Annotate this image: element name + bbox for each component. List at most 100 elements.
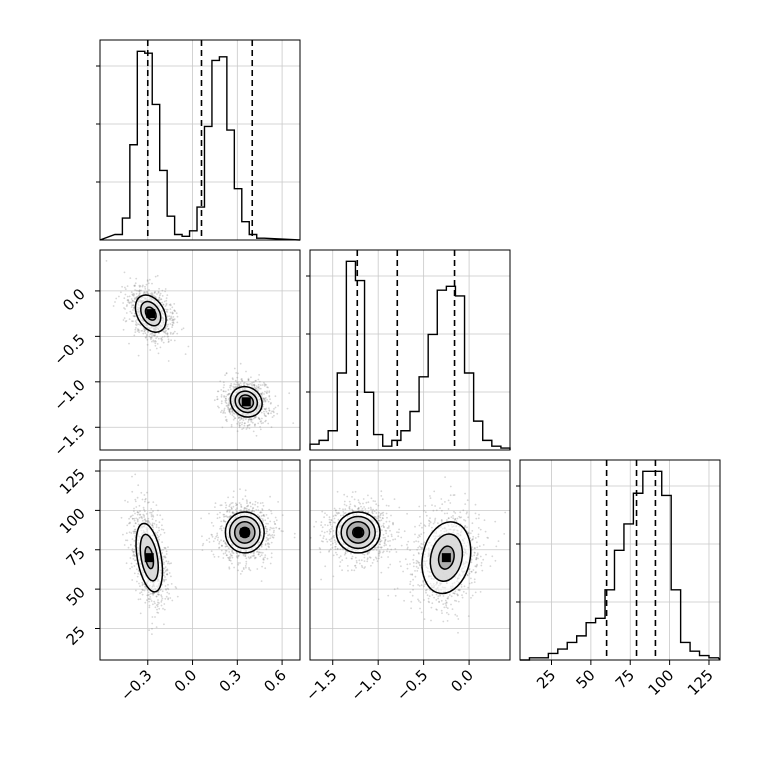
scatter-point bbox=[376, 517, 378, 520]
scatter-point bbox=[239, 416, 242, 419]
scatter-point bbox=[134, 512, 136, 515]
scatter-point bbox=[315, 520, 317, 523]
scatter-point bbox=[400, 544, 403, 547]
scatter-point bbox=[133, 507, 135, 510]
scatter-point bbox=[277, 501, 279, 503]
scatter-point bbox=[256, 389, 259, 391]
scatter-point bbox=[228, 409, 231, 412]
scatter-point bbox=[158, 299, 161, 301]
scatter-point bbox=[475, 565, 478, 568]
scatter-point bbox=[127, 522, 130, 525]
scatter-point bbox=[328, 550, 330, 553]
scatter-point bbox=[237, 372, 239, 375]
scatter-point bbox=[326, 530, 329, 533]
scatter-point bbox=[222, 552, 225, 555]
scatter-point bbox=[150, 293, 153, 296]
scatter-point bbox=[146, 520, 149, 523]
scatter-point bbox=[232, 385, 235, 388]
scatter-point bbox=[165, 550, 168, 553]
scatter-point bbox=[476, 546, 479, 549]
scatter-point bbox=[139, 292, 141, 295]
scatter-point bbox=[359, 502, 361, 505]
scatter-point bbox=[115, 297, 118, 300]
scatter-point bbox=[334, 521, 336, 524]
scatter-point bbox=[138, 504, 141, 507]
scatter-point bbox=[220, 402, 223, 405]
scatter-point bbox=[231, 410, 234, 413]
scatter-point bbox=[385, 504, 388, 507]
scatter-point bbox=[246, 383, 249, 386]
scatter-point bbox=[170, 315, 173, 318]
scatter-point bbox=[148, 289, 150, 291]
scatter-point bbox=[465, 512, 468, 515]
scatter-point bbox=[126, 524, 129, 527]
scatter-point bbox=[268, 528, 271, 531]
scatter-point bbox=[258, 515, 261, 518]
scatter-point bbox=[168, 592, 171, 595]
scatter-point bbox=[161, 301, 164, 304]
scatter-point bbox=[394, 538, 397, 541]
scatter-point bbox=[223, 520, 226, 523]
scatter-point bbox=[268, 533, 271, 536]
scatter-point bbox=[153, 295, 156, 297]
scatter-point bbox=[151, 522, 154, 525]
scatter-point bbox=[406, 563, 409, 566]
scatter-point bbox=[226, 510, 229, 512]
scatter-point bbox=[166, 573, 169, 576]
scatter-point bbox=[135, 589, 137, 592]
scatter-point bbox=[146, 594, 149, 597]
scatter-point bbox=[122, 533, 124, 536]
scatter-point bbox=[224, 501, 227, 504]
scatter-point bbox=[249, 502, 252, 504]
scatter-point bbox=[131, 579, 134, 581]
scatter-point bbox=[227, 393, 230, 395]
scatter-point bbox=[258, 380, 261, 383]
scatter-point bbox=[428, 520, 431, 523]
scatter-point bbox=[138, 290, 141, 293]
scatter-point bbox=[329, 531, 331, 533]
scatter-point bbox=[243, 424, 246, 427]
scatter-point bbox=[172, 316, 175, 318]
scatter-point bbox=[233, 367, 236, 370]
scatter-point bbox=[245, 382, 248, 385]
scatter-point bbox=[226, 510, 228, 513]
scatter-point bbox=[158, 593, 161, 596]
scatter-point bbox=[240, 505, 243, 508]
scatter-point bbox=[143, 328, 146, 331]
scatter-point bbox=[246, 384, 249, 386]
scatter-point bbox=[252, 551, 255, 554]
scatter-point bbox=[454, 518, 457, 520]
scatter-point bbox=[414, 575, 417, 578]
scatter-point bbox=[165, 329, 168, 332]
scatter-point bbox=[251, 507, 254, 510]
scatter-point bbox=[266, 390, 268, 393]
scatter-point bbox=[265, 540, 268, 542]
scatter-point bbox=[353, 504, 356, 507]
scatter-point bbox=[415, 565, 418, 568]
scatter-point bbox=[360, 505, 362, 508]
scatter-point bbox=[216, 513, 219, 516]
scatter-point bbox=[446, 620, 449, 622]
scatter-point bbox=[332, 575, 335, 578]
scatter-point bbox=[320, 540, 323, 542]
histogram-step-line bbox=[520, 470, 721, 661]
scatter-point bbox=[114, 301, 116, 303]
scatter-point bbox=[167, 360, 170, 362]
scatter-point bbox=[350, 569, 353, 572]
scatter-point bbox=[330, 519, 333, 521]
scatter-point bbox=[237, 381, 239, 383]
panel-frame bbox=[99, 459, 301, 661]
scatter-point bbox=[367, 494, 369, 497]
scatter-point bbox=[210, 521, 213, 524]
scatter-point bbox=[163, 300, 166, 303]
scatter-point bbox=[130, 301, 133, 304]
scatter-point bbox=[263, 410, 265, 413]
scatter-point bbox=[222, 513, 225, 516]
scatter-point bbox=[322, 537, 325, 539]
scatter-point bbox=[164, 576, 166, 578]
scatter-point bbox=[150, 600, 153, 602]
scatter-point bbox=[382, 551, 384, 554]
scatter-point bbox=[169, 304, 172, 307]
scatter-point bbox=[168, 572, 171, 574]
scatter-point bbox=[137, 484, 140, 487]
